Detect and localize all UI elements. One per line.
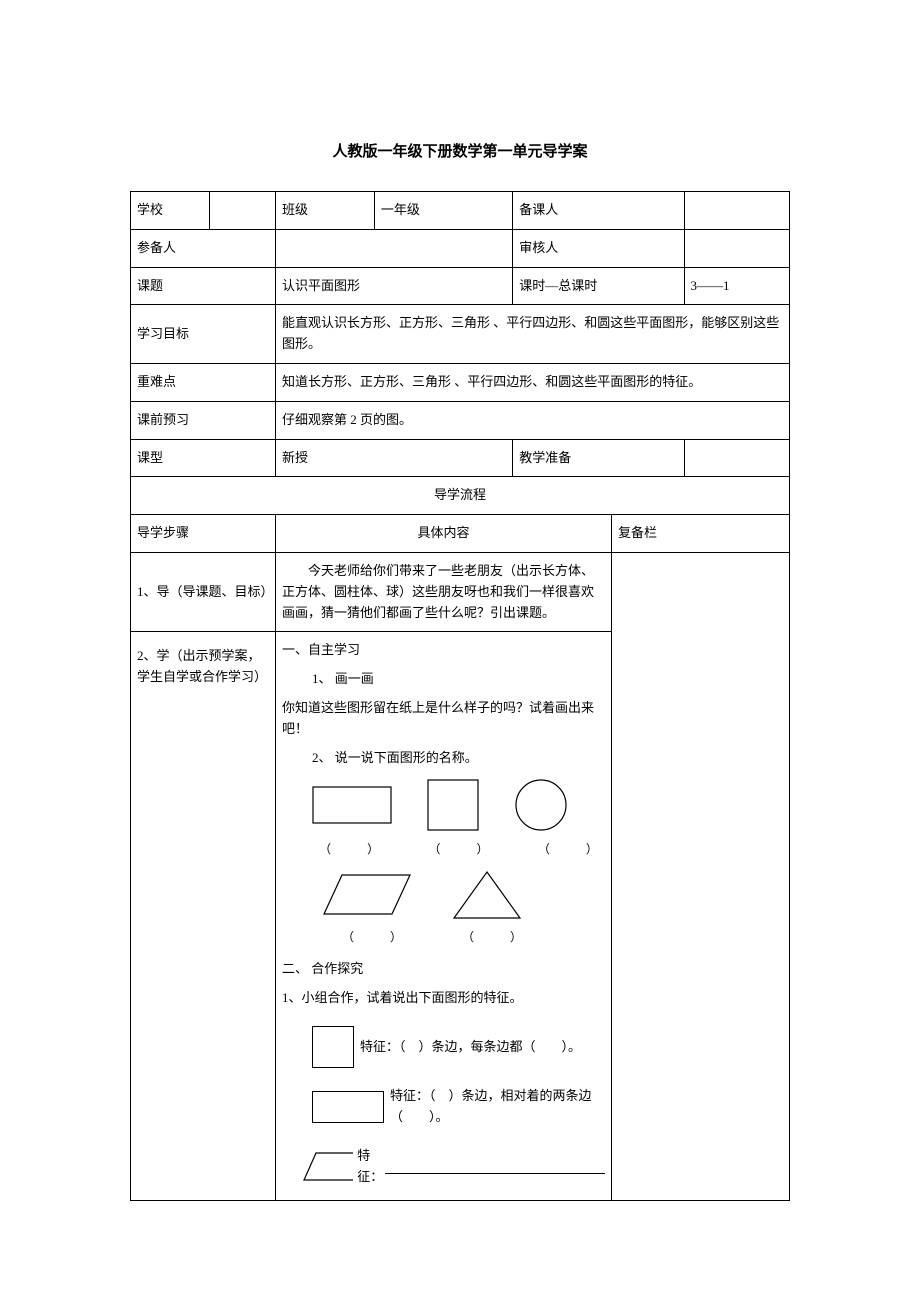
step1-text: 今天老师给你们带来了一些老朋友（出示长方体、正方体、圆柱体、球）这些朋友呀也和我… xyxy=(282,561,605,623)
feat2-text: 特征：（ ）条边，相对着的两条边（ ）。 xyxy=(390,1086,605,1128)
feature-line-1: 特征：（ ）条边，每条边都（ ）。 xyxy=(312,1026,605,1068)
sec2-item1: 1、小组合作，试着说出下面图形的特征。 xyxy=(282,988,605,1009)
notes-column xyxy=(612,552,790,1200)
prep-label: 教学准备 xyxy=(513,439,684,477)
notes-label: 复备栏 xyxy=(612,515,790,553)
row-coauthor: 参备人 审核人 xyxy=(131,229,790,267)
section1-title: 一、自主学习 xyxy=(282,640,605,661)
labels-row-2: （ ） （ ） xyxy=(332,928,605,947)
type-label: 课型 xyxy=(131,439,276,477)
reviewer-value xyxy=(684,229,789,267)
blank-2: （ ） xyxy=(421,840,495,859)
row-flow-header: 导学流程 xyxy=(131,477,790,515)
row-school: 学校 班级 一年级 备课人 xyxy=(131,192,790,230)
section2-title: 二、 合作探究 xyxy=(282,959,605,980)
step-label: 导学步骤 xyxy=(131,515,276,553)
item2: 2、 说一说下面图形的名称。 xyxy=(312,748,605,769)
row-difficulty: 重难点 知道长方形、正方形、三角形 、平行四边形、和圆这些平面图形的特征。 xyxy=(131,363,790,401)
topic-value: 认识平面图形 xyxy=(275,267,512,305)
flow-header: 导学流程 xyxy=(131,477,790,515)
type-value: 新授 xyxy=(275,439,512,477)
coauthor-label: 参备人 xyxy=(131,229,276,267)
parallelogram-shape xyxy=(322,874,412,916)
preview-value: 仔细观察第 2 页的图。 xyxy=(275,401,789,439)
circle-shape xyxy=(514,778,568,832)
blank-1: （ ） xyxy=(312,840,386,859)
step1-content: 今天老师给你们带来了一些老朋友（出示长方体、正方体、圆柱体、球）这些朋友呀也和我… xyxy=(275,552,611,631)
doc-title: 人教版一年级下册数学第一单元导学案 xyxy=(130,140,790,161)
row-type: 课型 新授 教学准备 xyxy=(131,439,790,477)
content-label: 具体内容 xyxy=(275,515,611,553)
triangle-shape xyxy=(452,870,522,920)
goal-label: 学习目标 xyxy=(131,305,276,364)
difficulty-value: 知道长方形、正方形、三角形 、平行四边形、和圆这些平面图形的特征。 xyxy=(275,363,789,401)
difficulty-label: 重难点 xyxy=(131,363,276,401)
period-label: 课时—总课时 xyxy=(513,267,684,305)
preview-label: 课前预习 xyxy=(131,401,276,439)
square-small-icon xyxy=(312,1026,354,1068)
shapes-row-1 xyxy=(312,778,605,832)
row-goal: 学习目标 能直观认识长方形、正方形、三角形 、平行四边形、和圆这些平面图形，能够… xyxy=(131,305,790,364)
shapes-row-2 xyxy=(322,870,605,920)
school-label: 学校 xyxy=(131,192,210,230)
reviewer-label: 审核人 xyxy=(513,229,684,267)
row-preview: 课前预习 仔细观察第 2 页的图。 xyxy=(131,401,790,439)
feat1-text: 特征：（ ）条边，每条边都（ ）。 xyxy=(360,1037,581,1058)
item1-text: 你知道这些图形留在纸上是什么样子的吗？试着画出来吧！ xyxy=(282,698,605,740)
row-columns-header: 导学步骤 具体内容 复备栏 xyxy=(131,515,790,553)
feature-line-3: 特征： xyxy=(302,1146,605,1188)
coauthor-value xyxy=(275,229,512,267)
labels-row-1: （ ） （ ） （ ） xyxy=(312,840,605,859)
class-value: 一年级 xyxy=(374,192,512,230)
step2-label: 2、学（出示预学案，学生自学或合作学习） xyxy=(131,632,276,1200)
row-topic: 课题 认识平面图形 课时—总课时 3——1 xyxy=(131,267,790,305)
step2-content: 一、自主学习 1、 画一画 你知道这些图形留在纸上是什么样子的吗？试着画出来吧！… xyxy=(275,632,611,1200)
rectangle-small-icon xyxy=(312,1091,384,1123)
blank-4: （ ） xyxy=(332,928,412,947)
blank-3: （ ） xyxy=(531,840,605,859)
topic-label: 课题 xyxy=(131,267,276,305)
item1: 1、 画一画 xyxy=(312,669,605,690)
feat3-label: 特征： xyxy=(357,1146,385,1188)
goal-value: 能直观认识长方形、正方形、三角形 、平行四边形、和圆这些平面图形，能够区别这些图… xyxy=(275,305,789,364)
class-label: 班级 xyxy=(275,192,374,230)
blank-5: （ ） xyxy=(452,928,532,947)
feature-line-2: 特征：（ ）条边，相对着的两条边（ ）。 xyxy=(312,1086,605,1128)
square-shape xyxy=(427,779,479,831)
prep-value xyxy=(684,439,789,477)
page: 人教版一年级下册数学第一单元导学案 学校 班级 一年级 备课人 参备人 审核人 xyxy=(0,0,920,1302)
preparer-value xyxy=(684,192,789,230)
row-step1: 1、导（导课题、目标） 今天老师给你们带来了一些老朋友（出示长方体、正方体、圆柱… xyxy=(131,552,790,631)
feat3-blank-line xyxy=(385,1160,605,1174)
school-value xyxy=(210,192,276,230)
parallelogram-small-icon xyxy=(302,1152,353,1182)
period-value: 3——1 xyxy=(684,267,789,305)
preparer-label: 备课人 xyxy=(513,192,684,230)
rectangle-shape xyxy=(312,786,392,824)
lesson-plan-table: 学校 班级 一年级 备课人 参备人 审核人 课题 认识平面图形 课时—总课时 3… xyxy=(130,191,790,1201)
step1-label: 1、导（导课题、目标） xyxy=(131,552,276,631)
